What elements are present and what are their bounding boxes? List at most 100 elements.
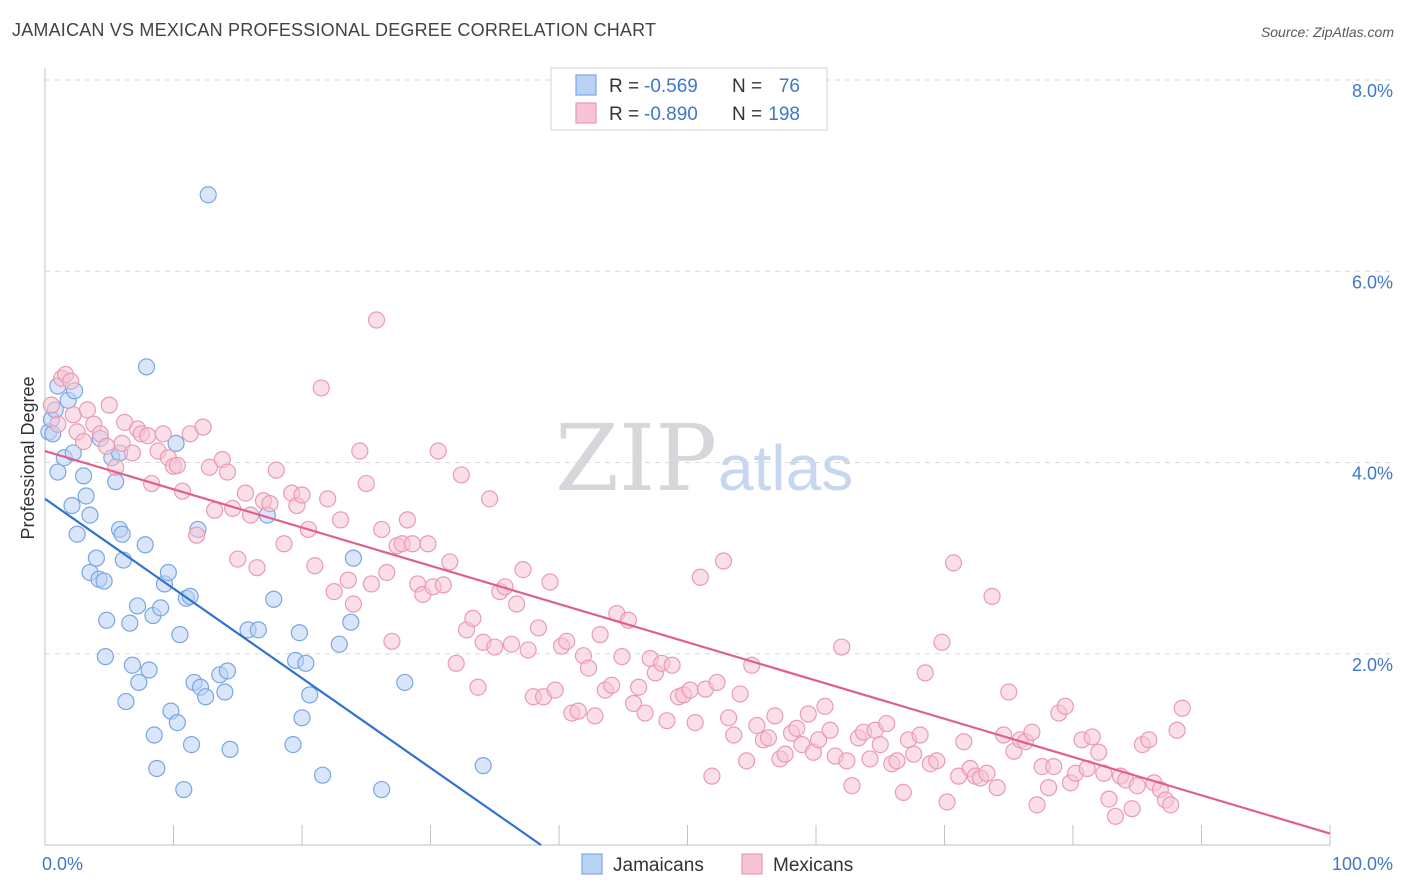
jamaican-point xyxy=(113,525,131,543)
series-legend-jamaicans: Jamaicans xyxy=(613,855,704,876)
mexican-point xyxy=(838,752,856,770)
mexican-point xyxy=(206,501,224,519)
mexican-point xyxy=(42,396,61,414)
mexican-point xyxy=(878,714,896,733)
trend-line-mexicans xyxy=(44,449,1331,835)
jamaican-point xyxy=(152,599,170,617)
jamaican-point xyxy=(145,726,163,744)
mexican-point xyxy=(748,716,766,735)
mexican-point xyxy=(799,705,817,723)
mexican-point xyxy=(630,678,648,696)
mexican-point xyxy=(569,702,587,720)
trend-lines xyxy=(44,449,1331,846)
mexican-point xyxy=(636,704,654,722)
jamaican-point xyxy=(121,614,139,632)
mexican-point xyxy=(373,520,391,539)
series-legend-swatch-mexicans xyxy=(741,853,763,875)
mexican-point xyxy=(403,535,422,553)
jamaican-point xyxy=(107,473,125,491)
jamaican-point xyxy=(136,536,154,554)
legend-r-value-1: -0.569 xyxy=(644,76,698,97)
jamaican-point xyxy=(168,713,186,732)
mexican-point xyxy=(871,735,889,754)
mexican-point xyxy=(339,571,357,589)
jamaican-point xyxy=(130,673,148,692)
mexican-point xyxy=(331,511,350,529)
mexican-point xyxy=(49,415,67,433)
mexican-point xyxy=(558,632,576,650)
jamaican-point xyxy=(373,780,391,799)
mexican-point xyxy=(529,619,548,637)
mexican-point xyxy=(776,745,794,763)
mexican-point xyxy=(367,311,386,329)
mexican-point xyxy=(319,490,337,508)
mexican-point xyxy=(293,486,311,504)
series-legend-swatch-jamaicans xyxy=(581,853,603,875)
stats-legend: R = -0.569 N = 76 R = -0.890 N = 198 xyxy=(550,67,828,131)
mexican-point xyxy=(1045,757,1063,776)
mexican-point xyxy=(916,664,934,682)
mexican-point xyxy=(344,595,362,613)
mexican-point xyxy=(1100,790,1118,808)
mexican-point xyxy=(888,752,906,770)
mexican-point xyxy=(624,694,643,713)
mexican-point xyxy=(325,582,343,601)
jamaican-point xyxy=(128,597,147,615)
mexican-point xyxy=(1140,731,1158,749)
mexican-point xyxy=(911,726,929,744)
mexican-point xyxy=(312,379,330,397)
mexican-point xyxy=(98,437,116,455)
mexican-point xyxy=(464,609,482,627)
mexican-point xyxy=(1106,807,1125,825)
watermark-atlas: atlas xyxy=(718,432,853,504)
jamaican-point xyxy=(95,572,113,590)
series-legend: Jamaicans Mexicans xyxy=(581,853,853,876)
legend-r-label-1: R = xyxy=(609,76,639,97)
mexican-point xyxy=(1083,728,1101,746)
mexican-point xyxy=(261,495,279,513)
jamaican-point xyxy=(474,757,492,775)
jamaican-point xyxy=(159,563,177,582)
jamaican-point xyxy=(265,590,283,608)
jamaican-point xyxy=(221,740,239,758)
mexican-point xyxy=(1168,721,1186,739)
jamaican-point xyxy=(284,735,302,754)
mexican-point xyxy=(502,635,521,653)
mexican-point xyxy=(100,396,118,414)
mexican-point xyxy=(725,726,743,744)
mexican-point xyxy=(519,641,537,659)
mexican-point xyxy=(218,463,237,481)
trend-line-jamaicans xyxy=(44,497,542,846)
y-tick-label: 4.0% xyxy=(1352,464,1393,484)
mexican-point xyxy=(603,676,621,694)
mexican-point xyxy=(1039,779,1058,797)
watermark-zip: ZIP xyxy=(555,405,717,512)
mexican-point xyxy=(429,442,447,460)
mexican-point xyxy=(419,535,437,553)
mexican-point xyxy=(447,654,465,672)
mexican-point xyxy=(894,783,912,802)
source-credit: Source: ZipAtlas.com xyxy=(1260,24,1394,40)
jamaican-point xyxy=(216,683,234,701)
mexican-point xyxy=(816,697,834,715)
jamaican-point xyxy=(175,780,193,799)
legend-n-value-1: 76 xyxy=(779,76,800,97)
jamaican-point xyxy=(77,487,95,505)
mexican-point xyxy=(546,681,564,699)
mexican-point xyxy=(720,709,738,727)
mexican-point xyxy=(821,721,839,739)
jamaican-point xyxy=(96,648,114,666)
mexican-point xyxy=(703,767,721,785)
y-tick-label: 2.0% xyxy=(1352,655,1393,675)
mexican-point xyxy=(691,568,709,586)
mexican-point xyxy=(541,573,559,591)
mexican-point xyxy=(833,638,851,656)
mexican-point xyxy=(1000,683,1018,701)
mexican-point xyxy=(441,553,459,571)
mexican-point xyxy=(586,707,604,725)
mexican-point xyxy=(434,576,452,594)
mexican-point xyxy=(194,418,212,436)
legend-r-label-2: R = xyxy=(609,104,639,125)
jamaican-point xyxy=(182,735,201,754)
